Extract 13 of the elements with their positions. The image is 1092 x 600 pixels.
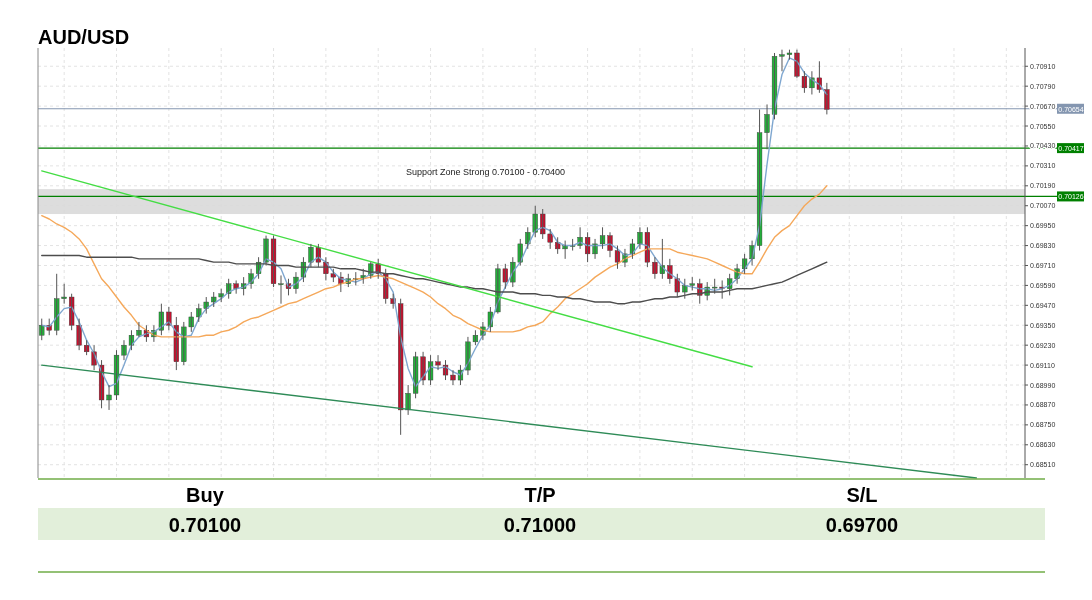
text: T/P <box>524 484 556 506</box>
text: 0.69700 <box>825 514 899 536</box>
text: Buy <box>186 484 225 506</box>
text: 0.70100 <box>168 514 242 536</box>
candlestick <box>689 276 695 291</box>
text: 0.71000 <box>503 514 577 536</box>
chart-title: AUD/USD <box>38 26 130 48</box>
line-series <box>41 57 828 388</box>
annotation: Support Zone Strong 0.70100 - 0.70400 <box>406 167 566 177</box>
text: S/L <box>846 484 878 506</box>
line-series <box>41 185 828 338</box>
candlestick <box>158 303 164 336</box>
candlestick <box>682 278 688 300</box>
